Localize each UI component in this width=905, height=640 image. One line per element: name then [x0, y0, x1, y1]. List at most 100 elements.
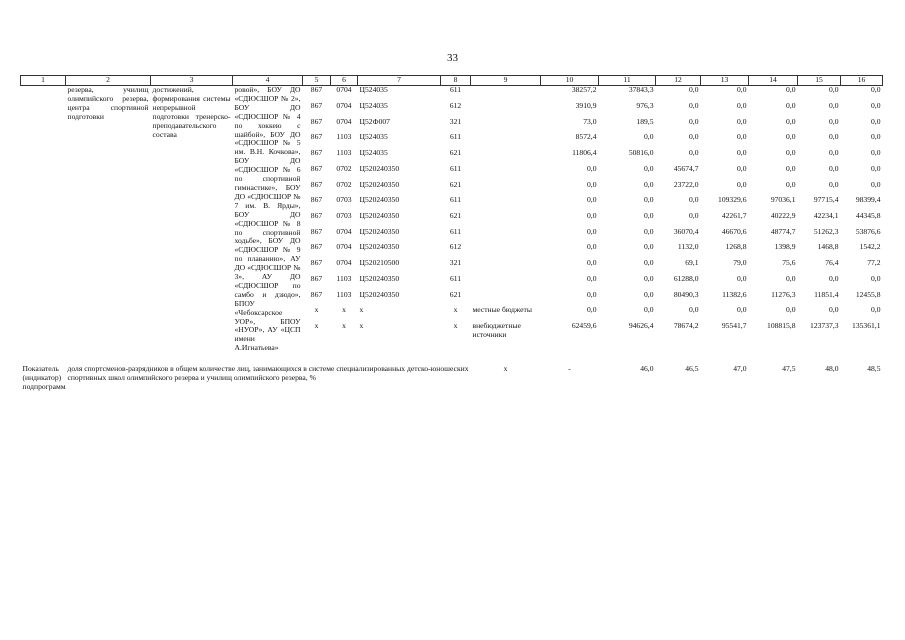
amount-cell: 976,3 — [636, 102, 654, 111]
code-cell: Ц524035 — [359, 133, 388, 142]
table-row: Показатель (индикатор) подпрограммы,доля… — [21, 353, 883, 392]
code-cell: 0704 — [336, 85, 352, 94]
code-cell: 611 — [449, 274, 462, 283]
amount-cell: 0,0 — [587, 274, 597, 283]
code-cell: 611 — [449, 85, 462, 94]
indicator-value: 47,0 — [733, 364, 747, 374]
amount-cell: 42261,7 — [721, 212, 747, 220]
code-cell: 867 — [310, 259, 323, 268]
amount-cell: 0,0 — [587, 306, 597, 315]
amount-cell: 0,0 — [644, 180, 654, 189]
amount-cell: 0,0 — [737, 306, 747, 315]
header-cell: 10 — [540, 75, 599, 86]
code-cell: 867 — [310, 180, 323, 189]
amount-cell: 97036,1 — [770, 196, 796, 205]
amount-cell: 62459,6 — [571, 321, 597, 330]
amount-cell: 37843,3 — [628, 85, 654, 94]
table-row: 867 0703 Ц520240350 621 0,0 0,0 0,0 42261,7 4022… — [21, 212, 883, 228]
amount-cell: 94626,4 — [628, 321, 654, 330]
amount-cell: 69,1 — [685, 259, 699, 268]
amount-cell: 0,0 — [737, 274, 747, 283]
code-cell: Ц520240350 — [359, 274, 400, 283]
amount-cell: 73,0 — [583, 117, 597, 126]
amount-cell: 0,0 — [871, 117, 881, 126]
header-cell: 4 — [232, 75, 303, 86]
amount-cell: 0,0 — [737, 102, 747, 111]
code-cell: Ц520240350 — [359, 196, 400, 205]
program-cell: резерва, училищ олимпийского резерва, це… — [67, 85, 149, 121]
amount-cell: 1398,9 — [774, 243, 796, 252]
empty-cell — [471, 181, 541, 197]
empty-cell — [471, 149, 541, 165]
amount-cell: 0,0 — [829, 149, 839, 158]
amount-cell: 0,0 — [737, 133, 747, 142]
amount-cell: 0,0 — [689, 85, 699, 94]
table-row: 867 0702 Ц520240350 621 0,0 0,0 23722,0 0,0 0,0 0… — [21, 181, 883, 197]
amount-cell: 0,0 — [829, 102, 839, 111]
header-cell: 15 — [797, 75, 841, 86]
code-cell: 621 — [449, 149, 462, 158]
amount-cell: 76,4 — [825, 259, 839, 268]
code-cell: Ц524035 — [359, 149, 388, 158]
code-cell: 0704 — [336, 243, 352, 252]
header-cell: 5 — [302, 75, 331, 86]
amount-cell: 0,0 — [689, 133, 699, 142]
header-cell: 3 — [150, 75, 233, 86]
amount-cell: 0,0 — [786, 102, 796, 111]
code-cell: 0703 — [336, 212, 352, 220]
empty-cell — [471, 212, 541, 228]
amount-cell: 189,5 — [636, 117, 654, 126]
amount-cell: 0,0 — [689, 196, 699, 205]
program-cell: достижений, формирования системы непреры… — [152, 85, 231, 139]
empty-cell — [471, 86, 541, 103]
code-cell: x — [314, 306, 319, 315]
amount-cell: 0,0 — [871, 306, 881, 315]
amount-cell: 77,2 — [867, 259, 881, 268]
table-row: 867 0704 Ц52Ф007 321 73,0 189,5 0,0 0,0 0,0 0,0 0,… — [21, 118, 883, 134]
code-cell: 612 — [449, 243, 462, 252]
code-cell: Ц524035 — [359, 85, 388, 94]
code-cell: 0702 — [336, 180, 352, 189]
amount-cell: 0,0 — [829, 85, 839, 94]
code-cell: x — [342, 306, 346, 315]
code-cell: 867 — [310, 164, 323, 173]
code-cell: 1103 — [336, 149, 352, 158]
indicator-cell: x — [503, 364, 508, 374]
amount-cell: 61288,0 — [673, 274, 699, 283]
amount-cell: 0,0 — [871, 102, 881, 111]
amount-cell: 0,0 — [644, 243, 654, 252]
header-cell: 11 — [598, 75, 656, 86]
amount-cell: 0,0 — [587, 212, 597, 220]
amount-cell: 123737,3 — [810, 321, 839, 330]
amount-cell: 0,0 — [644, 196, 654, 205]
amount-cell: 0,0 — [786, 149, 796, 158]
amount-cell: 0,0 — [587, 243, 597, 252]
amount-cell: 0,0 — [737, 117, 747, 126]
amount-cell: 0,0 — [871, 180, 881, 189]
header-cell: 14 — [748, 75, 798, 86]
page-number: 33 — [447, 52, 458, 64]
amount-cell: 0,0 — [644, 164, 654, 173]
amount-cell: 0,0 — [829, 180, 839, 189]
amount-cell: 0,0 — [786, 306, 796, 315]
indicator-value: 46,5 — [685, 364, 699, 374]
table-row: 867 1103 Ц520240350 611 0,0 0,0 61288,0 0,0 0,0 0… — [21, 275, 883, 291]
amount-cell: 0,0 — [644, 212, 654, 220]
code-cell: Ц520240350 — [359, 290, 400, 299]
code-cell: x — [314, 321, 319, 330]
code-cell: 867 — [310, 290, 323, 299]
table-row: 867 1103 Ц520240350 621 0,0 0,0 80490,3 11382,6… — [21, 291, 883, 307]
code-cell: Ц524035 — [359, 102, 388, 111]
amount-cell: 0,0 — [689, 306, 699, 315]
code-cell: 1103 — [336, 290, 352, 299]
table-row: 867 0703 Ц520240350 611 0,0 0,0 0,0 109329,6 970… — [21, 196, 883, 212]
amount-cell: 1268,8 — [725, 243, 747, 252]
code-cell: 611 — [449, 227, 462, 236]
amount-cell: 0,0 — [829, 164, 839, 173]
amount-cell: 45674,7 — [673, 164, 699, 173]
code-cell: 1103 — [336, 274, 352, 283]
empty-cell — [471, 259, 541, 275]
header-cell: 13 — [700, 75, 749, 86]
empty-cell — [471, 228, 541, 244]
indicator-description: доля спортсменов-разрядников в общем кол… — [67, 364, 469, 383]
